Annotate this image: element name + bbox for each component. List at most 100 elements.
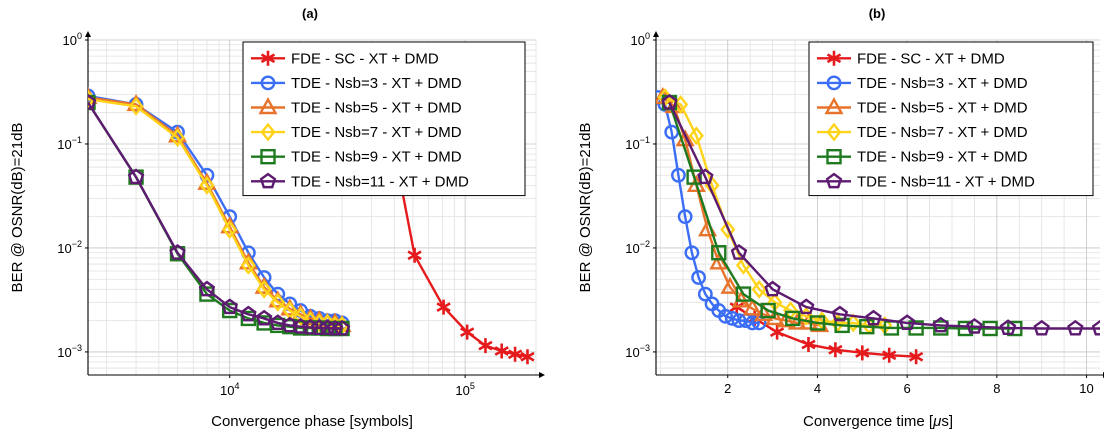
data-point bbox=[797, 298, 815, 315]
data-point bbox=[198, 280, 216, 297]
legend-label: TDE - Nsb=3 - XT + DMD bbox=[291, 75, 462, 92]
x-axis-label: Convergence time [μs] bbox=[803, 413, 953, 430]
legend-box bbox=[242, 41, 526, 197]
legend-label: TDE - Nsb=5 - XT + DMD bbox=[291, 100, 462, 117]
x-tick-label: 4 bbox=[814, 381, 821, 396]
data-point bbox=[664, 124, 680, 140]
data-point bbox=[764, 280, 781, 297]
data-point bbox=[661, 93, 678, 110]
x-tick-label: 8 bbox=[993, 381, 1000, 396]
legend-marker bbox=[826, 148, 842, 165]
data-point bbox=[240, 305, 257, 322]
data-point bbox=[908, 349, 924, 365]
y-axis-label: BER @ OSNR(dB)=21dB bbox=[9, 123, 26, 293]
data-point bbox=[966, 317, 983, 334]
data-point bbox=[460, 324, 475, 340]
data-point bbox=[709, 252, 729, 270]
data-point bbox=[688, 126, 704, 146]
data-point bbox=[834, 317, 850, 334]
data-point bbox=[677, 209, 693, 225]
data-point bbox=[221, 298, 238, 315]
series-5 bbox=[88, 93, 351, 336]
legend: FDE - SC - XT + DMD TDE - Nsb=3 - XT + DM… bbox=[242, 41, 526, 197]
legend-marker bbox=[260, 148, 276, 165]
y-tick-label: 10−1 bbox=[625, 135, 650, 152]
y-axis-label: BER @ OSNR(dB)=21dB bbox=[577, 123, 594, 293]
data-point bbox=[684, 245, 700, 261]
data-point bbox=[310, 319, 328, 335]
panel-title: (a) bbox=[302, 6, 318, 21]
legend-marker bbox=[825, 172, 843, 189]
data-point bbox=[494, 343, 509, 359]
y-tick-label: 10−1 bbox=[57, 135, 82, 152]
legend-label: FDE - SC - XT + DMD bbox=[291, 50, 439, 67]
y-tick-label: 10−2 bbox=[57, 239, 82, 256]
y-tick-label: 10−2 bbox=[625, 239, 650, 256]
legend-marker bbox=[260, 75, 276, 91]
data-point bbox=[256, 279, 272, 299]
data-point bbox=[801, 336, 816, 352]
plot-area bbox=[88, 86, 535, 365]
data-point bbox=[711, 245, 727, 261]
data-point bbox=[957, 320, 974, 337]
data-point bbox=[745, 315, 760, 331]
data-point bbox=[293, 306, 309, 326]
data-point bbox=[691, 270, 707, 285]
legend-label: TDE - Nsb=9 - XT + DMD bbox=[291, 149, 462, 166]
data-point bbox=[671, 167, 686, 183]
data-point bbox=[222, 220, 238, 240]
data-point bbox=[730, 244, 748, 260]
data-point bbox=[720, 276, 740, 294]
data-point bbox=[735, 286, 752, 302]
y-tick-label: 100 bbox=[63, 31, 82, 48]
legend-label: TDE - Nsb=11 - XT + DMD bbox=[291, 173, 469, 190]
data-point bbox=[1033, 319, 1050, 336]
data-point bbox=[785, 310, 801, 327]
data-point bbox=[742, 298, 762, 316]
legend-box bbox=[808, 41, 1094, 197]
data-point bbox=[814, 311, 830, 331]
legend-label: TDE - Nsb=7 - XT + DMD bbox=[291, 124, 462, 141]
data-point bbox=[776, 310, 796, 328]
data-point bbox=[751, 279, 767, 299]
data-point bbox=[520, 349, 535, 365]
plot-area bbox=[656, 87, 1100, 365]
legend-marker bbox=[259, 172, 277, 189]
data-point bbox=[999, 319, 1017, 335]
data-point bbox=[809, 315, 826, 331]
series-1 bbox=[656, 90, 767, 331]
y-tick-label: 100 bbox=[631, 31, 650, 48]
chart-panel-1: 100 10−1 10−2 10−3 2 4 6 8 10 Convergence time [μ… bbox=[577, 6, 1104, 430]
data-point bbox=[88, 93, 97, 110]
chart-panel-0: 100 10−1 10−2 10−3 104 105 Convergence phase [… bbox=[9, 6, 545, 430]
series-line bbox=[668, 102, 1015, 330]
data-point bbox=[731, 313, 747, 329]
y-tick-label: 10−3 bbox=[57, 343, 82, 360]
legend-marker bbox=[258, 97, 278, 115]
data-point bbox=[720, 220, 736, 240]
legend-label: TDE - Nsb=5 - XT + DMD bbox=[857, 100, 1028, 117]
data-point bbox=[326, 319, 344, 336]
legend-label: FDE - SC - XT + DMD bbox=[857, 50, 1005, 67]
data-point bbox=[882, 347, 897, 363]
data-point bbox=[240, 310, 257, 327]
x-axis-arrow bbox=[539, 372, 545, 378]
data-point bbox=[787, 312, 807, 330]
panel-title: (b) bbox=[869, 6, 886, 21]
data-point bbox=[128, 96, 144, 116]
data-point bbox=[724, 311, 740, 326]
data-point bbox=[898, 314, 916, 330]
data-point bbox=[1067, 319, 1084, 336]
series-5 bbox=[661, 93, 1100, 336]
x-tick-label: 6 bbox=[904, 381, 911, 396]
data-point bbox=[932, 316, 950, 333]
y-tick-label: 10−3 bbox=[625, 343, 650, 360]
data-point bbox=[319, 319, 336, 335]
legend: FDE - SC - XT + DMD TDE - Nsb=3 - XT + DM… bbox=[808, 41, 1094, 197]
data-point bbox=[269, 314, 287, 330]
legend-marker bbox=[826, 122, 842, 142]
legend-label: TDE - Nsb=9 - XT + DMD bbox=[857, 149, 1028, 166]
legend-marker bbox=[826, 75, 842, 91]
y-axis-arrow bbox=[653, 31, 659, 37]
